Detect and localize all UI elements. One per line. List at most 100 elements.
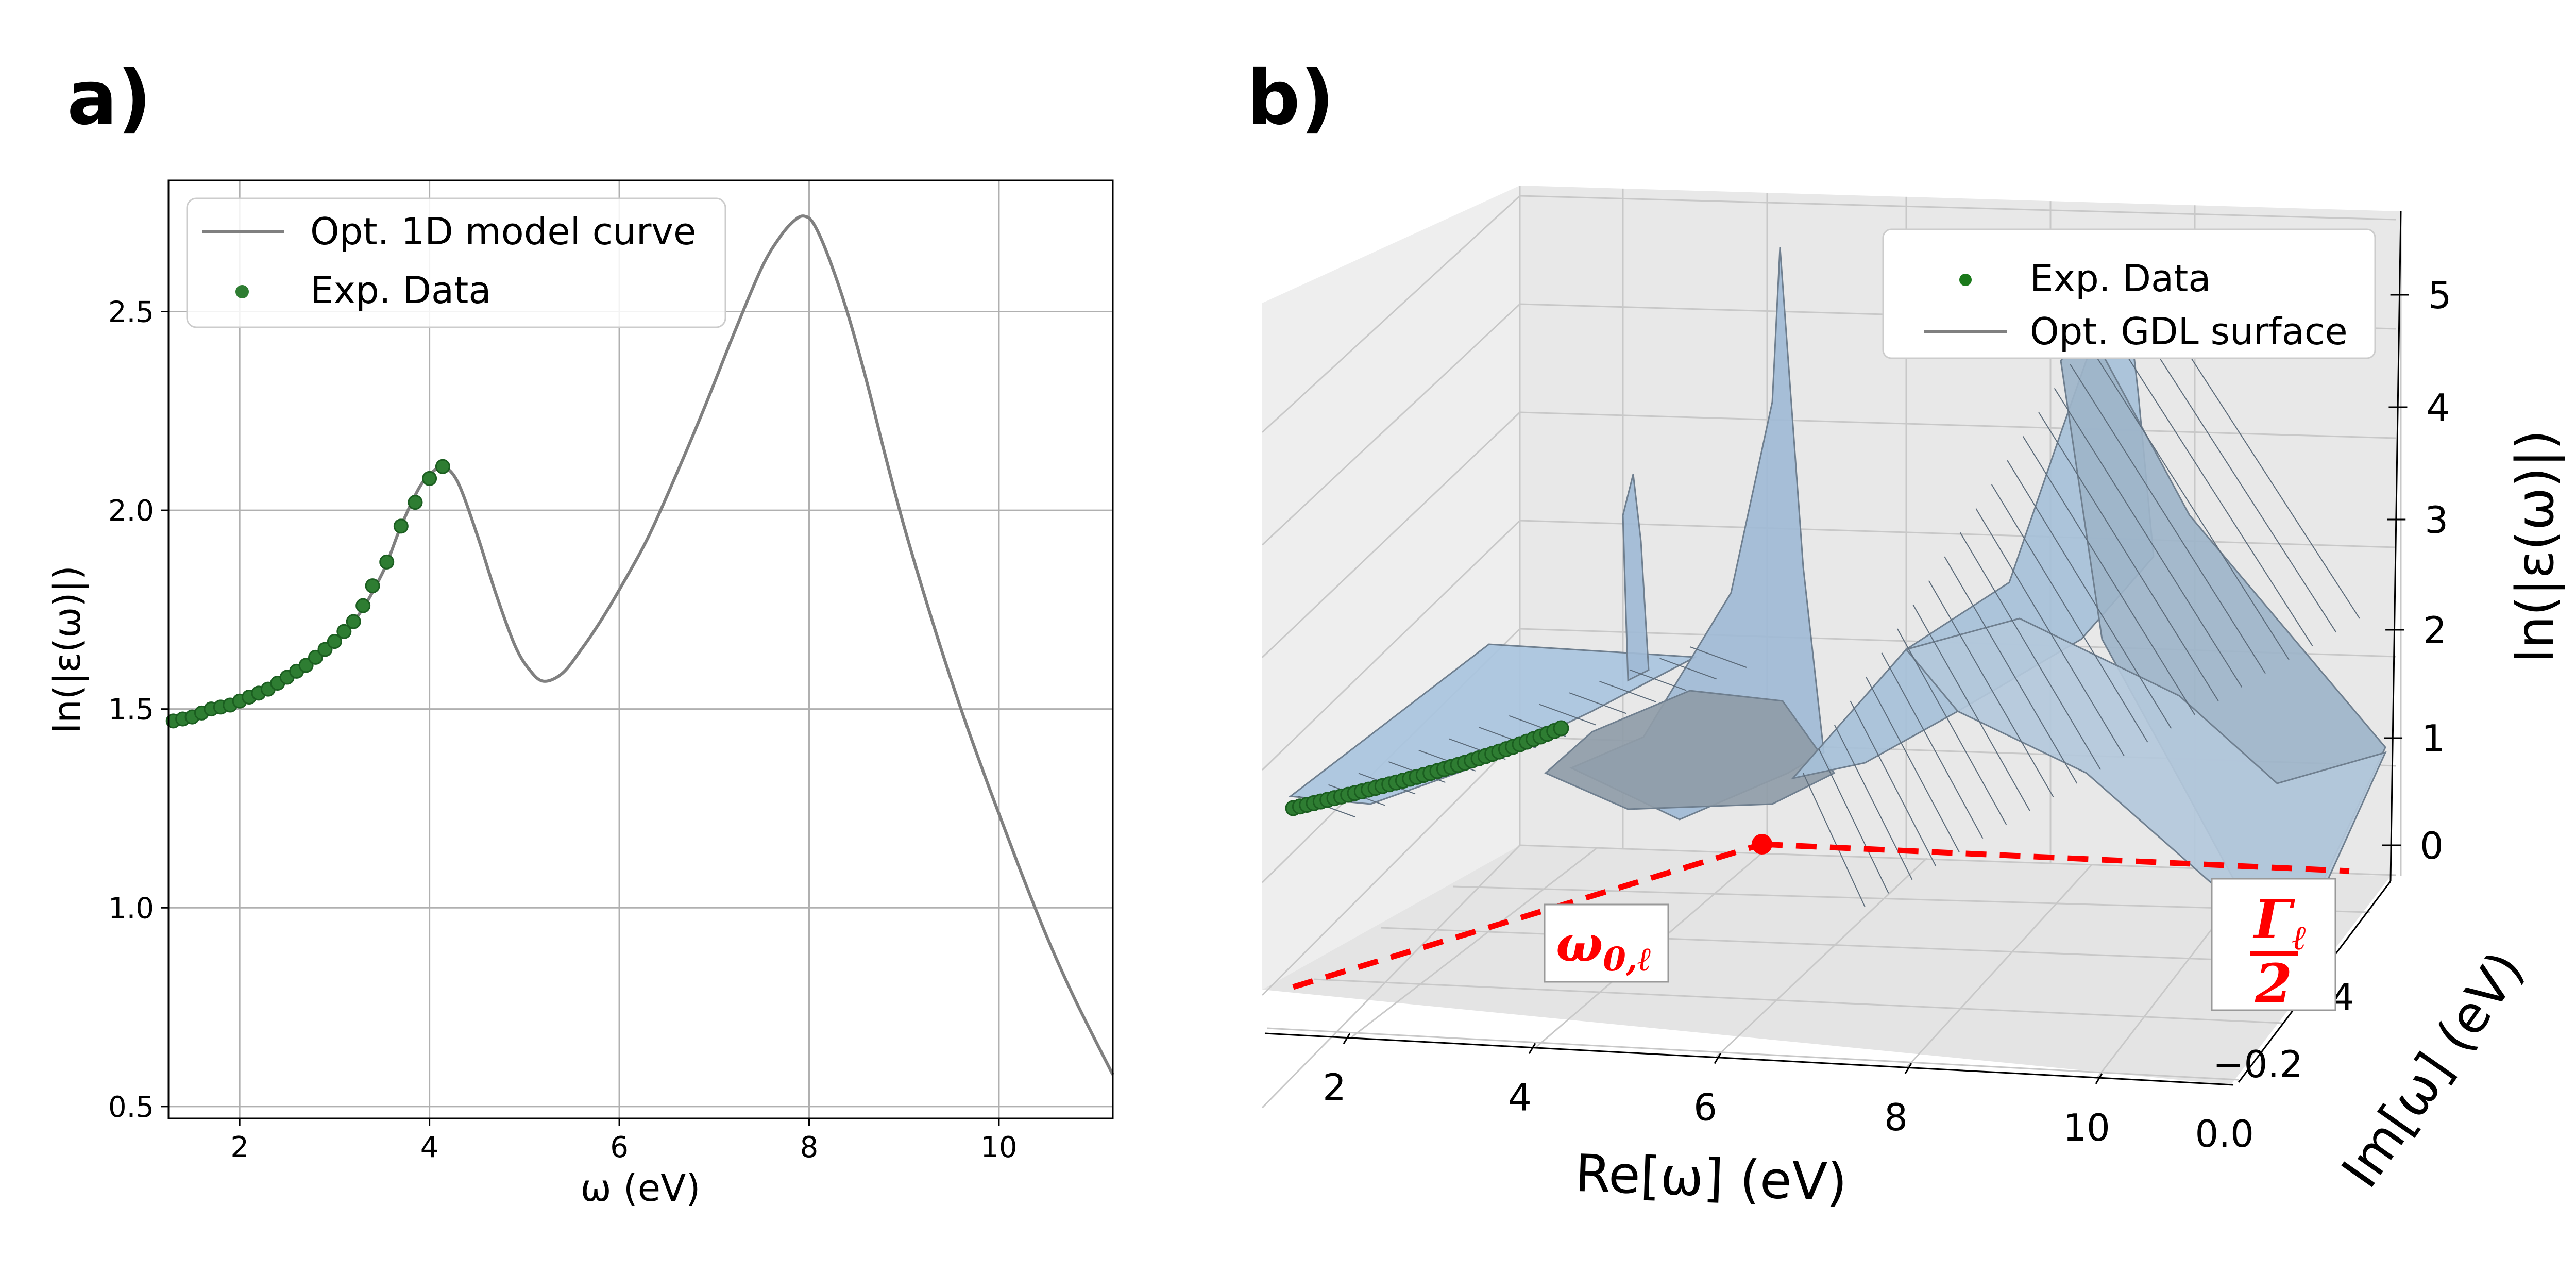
panel-b-y-axis-label: Im[ω] (eV) <box>2330 941 2535 1198</box>
y-tick-label: −0.2 <box>2213 1043 2303 1086</box>
y-tick-label: 0.5 <box>108 1091 154 1124</box>
panel-a-frame <box>167 179 1114 1119</box>
exp-data-point <box>435 459 450 474</box>
legend-dot-swatch <box>1959 274 1972 286</box>
surface-valley <box>1544 690 1836 810</box>
panel-b-exp-points <box>1285 720 1569 816</box>
re-axis-line <box>1264 1032 2234 1086</box>
left-wall-gridline <box>1261 195 1521 433</box>
surface-mesh-line <box>1689 646 1747 668</box>
floor-gridline <box>1349 847 1598 1040</box>
panel-a-y-ticks: 0.5 1.0 1.5 2.0 2.5 <box>108 295 168 1124</box>
panel-b-z-axis-label: ln(|ε(ω)|) <box>2505 430 2565 663</box>
floor-gridline <box>1715 857 1928 1059</box>
left-wall-gridline <box>1261 303 1521 546</box>
legend-entry-surface: Opt. GDL surface <box>2030 310 2348 353</box>
back-wall-gridline <box>1519 195 2396 221</box>
exp-data-point <box>393 518 409 534</box>
surface-plateau <box>1289 643 1698 805</box>
exp-data-point <box>408 495 423 510</box>
back-wall-gridline <box>1519 411 2396 439</box>
panel-a-chart: 2 4 6 8 10 0.5 1.0 1.5 2.0 2.5 ω (eV) ln(|ε(ω)|)… <box>45 179 1114 1210</box>
panel-a-y-axis-label: ln(|ε(ω)|) <box>45 565 89 733</box>
exp-data-point <box>346 614 361 629</box>
y-tick-label: 2.0 <box>108 494 154 528</box>
floor-gridline <box>1313 978 2283 1024</box>
x-tick-mark <box>1904 1063 1912 1074</box>
surface-mesh-line <box>1928 580 2054 798</box>
y-tick-label: 2.5 <box>108 295 154 329</box>
svg-text:2: 2 <box>2255 952 2292 1015</box>
x-tick-label: 4 <box>1508 1076 1532 1119</box>
x-tick-label: 8 <box>1884 1096 1908 1139</box>
surface-mesh-line <box>1944 556 2078 784</box>
pole-point <box>1752 834 1772 855</box>
z-tick-label: 4 <box>2426 386 2450 429</box>
x-tick-mark <box>2095 1073 2103 1084</box>
surface-mesh-line <box>1850 700 1937 866</box>
back-wall-gridline <box>1519 520 2396 548</box>
panel-b-label: b) <box>1247 55 1334 142</box>
exp-data-point <box>355 598 371 613</box>
panel-b-x-axis-label: Re[ω] (eV) <box>1574 1143 1848 1213</box>
panel-a-exp-points <box>165 459 450 729</box>
exp-data-point <box>422 471 437 486</box>
surface-mesh-line <box>1599 680 1656 702</box>
exp-data-point <box>327 634 342 649</box>
surface-mesh-line <box>2038 412 2219 701</box>
x-tick-label: 10 <box>980 1131 1017 1164</box>
left-wall-gridline <box>1261 520 1521 771</box>
y-tick-label: 0.0 <box>2195 1112 2254 1156</box>
y-tick-label: 1.0 <box>108 892 154 925</box>
exp-data-point <box>308 649 324 665</box>
z-tick-label: 0 <box>2420 824 2444 867</box>
floor-gridline <box>1905 864 2093 1069</box>
surface-resonance-peak-2 <box>1622 474 1650 682</box>
omega0-annotation: ω0,ℓ <box>1544 903 1669 983</box>
panel-b-z-ticks: 0 1 2 3 4 5 <box>2382 274 2451 867</box>
surface-mesh-line <box>2007 460 2172 729</box>
x-tick-label: 8 <box>800 1131 819 1164</box>
z-tick-label: 1 <box>2421 717 2445 760</box>
y-tick-label: 1.5 <box>108 693 154 727</box>
panel-a-x-axis-label: ω (eV) <box>581 1166 701 1210</box>
x-tick-label: 10 <box>2063 1106 2110 1149</box>
svg-text:ω0,ℓ: ω0,ℓ <box>1556 915 1652 979</box>
surface-mesh-line <box>2085 340 2290 660</box>
surface-mesh-line <box>1629 669 1687 691</box>
surface-mesh-line <box>1991 484 2148 743</box>
surface-mesh-line <box>1803 773 1866 908</box>
x-tick-mark <box>1714 1052 1722 1064</box>
surface-mesh-line <box>1959 532 2102 770</box>
left-wall-gridline <box>1261 411 1521 658</box>
surface-mesh-line <box>1818 748 1889 894</box>
exp-data-point <box>365 578 380 594</box>
panel-a-legend: Opt. 1D model curve Exp. Data <box>186 197 726 328</box>
surface-mesh-line <box>1569 692 1626 714</box>
svg-text:Γℓ: Γℓ <box>2252 888 2307 958</box>
left-wall-gridline <box>1261 736 1521 996</box>
panel-b-re-ticks: 2 4 6 8 10 <box>1323 1033 2110 1149</box>
exp-data-point <box>298 658 314 673</box>
z-tick-label: 3 <box>2425 498 2448 542</box>
surface-mesh-line <box>1881 652 1984 839</box>
z-tick-label: 2 <box>2423 609 2447 652</box>
surface-mesh-line <box>2101 315 2313 646</box>
gdl-surface <box>1289 247 2387 971</box>
floor-gridline <box>1380 927 2329 965</box>
surface-mesh-line <box>1975 508 2125 757</box>
legend-dot-swatch <box>235 285 249 298</box>
exp-data-point <box>317 642 333 657</box>
x-tick-mark <box>1528 1043 1536 1055</box>
z-axis-line <box>2389 211 2402 882</box>
surface-mesh-line <box>1912 604 2030 811</box>
im-projection-dashed-line <box>1761 841 2350 874</box>
x-tick-label: 2 <box>230 1131 249 1164</box>
re-projection-dashed-line <box>1292 841 1763 990</box>
surface-mesh-line <box>1539 704 1597 726</box>
legend-entry-exp-data: Exp. Data <box>2030 257 2211 300</box>
x-tick-label: 6 <box>1693 1085 1717 1129</box>
gamma-annotation: Γℓ 2 <box>2211 878 2336 1015</box>
surface-mesh-line <box>2054 388 2243 688</box>
